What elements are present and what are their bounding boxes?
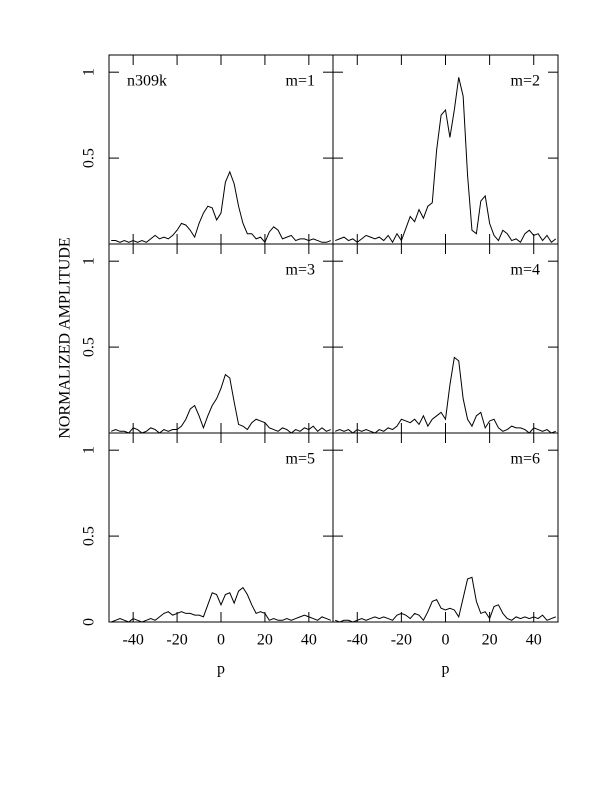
amplitude-curve — [335, 77, 557, 244]
y-axis-label: NORMALIZED AMPLITUDE — [57, 237, 74, 438]
amplitude-curve — [111, 373, 331, 434]
y-tick-label: 1 — [81, 68, 98, 76]
x-tick-label: -40 — [122, 632, 143, 649]
y-tick-label: 1 — [81, 446, 98, 454]
x-tick-label: 0 — [442, 632, 450, 649]
panel-label: m=5 — [286, 451, 315, 468]
y-tick-label: 0 — [81, 618, 98, 626]
amplitude-curve — [111, 586, 331, 623]
amplitude-curve — [335, 356, 556, 434]
x-tick-label: 0 — [217, 632, 225, 649]
x-axis-label: p — [217, 661, 225, 678]
panel-label: m=2 — [511, 73, 540, 90]
x-tick-label: -20 — [391, 632, 412, 649]
y-tick-label: 1 — [81, 257, 98, 265]
panel-label: m=1 — [286, 73, 315, 90]
x-tick-label: -20 — [166, 632, 187, 649]
amplitude-curve — [335, 576, 556, 623]
x-tick-label: 40 — [301, 632, 317, 649]
panel-label: m=3 — [286, 262, 315, 279]
panel-title: n309k — [127, 73, 167, 90]
y-tick-label: 0.5 — [81, 337, 98, 357]
x-tick-label: 40 — [526, 632, 542, 649]
x-tick-label: 20 — [482, 632, 498, 649]
y-tick-label: 0.5 — [81, 148, 98, 168]
panel-label: m=6 — [511, 451, 540, 468]
y-tick-label: 0.5 — [81, 526, 98, 546]
x-tick-label: 20 — [257, 632, 273, 649]
amplitude-curve — [111, 170, 331, 244]
x-tick-label: -40 — [347, 632, 368, 649]
x-axis-label: p — [442, 661, 450, 678]
panel-label: m=4 — [511, 262, 540, 279]
